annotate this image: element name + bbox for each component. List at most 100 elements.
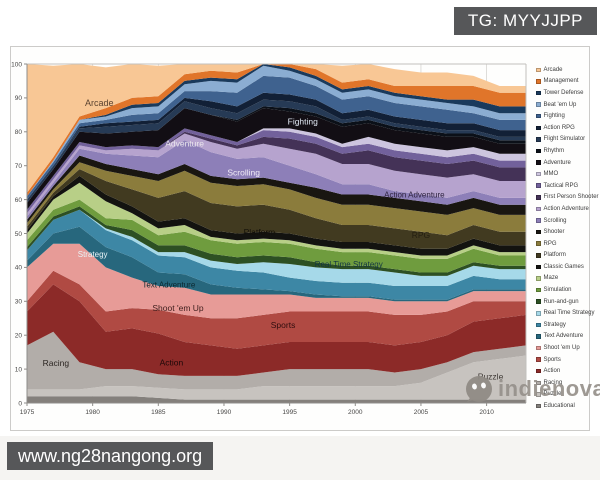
legend-swatch <box>536 195 541 200</box>
legend-swatch <box>536 125 541 131</box>
legend-item-puzzle: Puzzle <box>536 389 594 401</box>
legend-item-shooter: Shooter <box>536 226 594 238</box>
area-label-adventure: Adventure <box>165 139 204 149</box>
area-label-puzzle: Puzzle <box>478 372 504 382</box>
legend-swatch <box>536 90 541 96</box>
legend-item-action-adventure: Action Adventure <box>536 203 594 215</box>
area-action-rpg <box>27 92 526 200</box>
legend-label: Strategy <box>543 321 566 328</box>
legend-label: Puzzle <box>543 391 562 398</box>
legend-swatch <box>536 276 541 281</box>
legend-label: MMO <box>543 171 559 178</box>
area-label-real-time-strategy: Real Time Strategy <box>315 260 383 269</box>
top-right-banner: TG: MYYJJPP <box>453 7 597 35</box>
legend-swatch <box>536 241 541 246</box>
area-classic-games <box>27 175 526 256</box>
legend-swatch <box>536 102 541 107</box>
legend-swatch <box>536 287 541 293</box>
legend-swatch <box>536 229 541 235</box>
legend-item-management: Management <box>536 76 594 88</box>
y-tick-label: 70 <box>15 163 23 170</box>
x-tick-label: 1980 <box>85 409 100 416</box>
legend-item-tactical-rpg: Tactical RPG <box>536 180 594 192</box>
legend-item-sports: Sports <box>536 354 594 366</box>
legend-swatch <box>536 160 541 165</box>
legend-swatch <box>536 183 541 188</box>
legend-label: Management <box>543 78 579 85</box>
area-label-action: Action <box>160 357 184 367</box>
y-tick-label: 0 <box>18 400 22 407</box>
wechat-bubble-icon <box>466 376 492 402</box>
area-label-sports: Sports <box>271 320 296 330</box>
legend-label: Run-and-gun <box>543 298 579 305</box>
legend-label: Rhythm <box>543 147 565 154</box>
legend-label: Sports <box>543 356 561 363</box>
legend-item-strategy: Strategy <box>536 319 594 331</box>
y-tick-label: 20 <box>15 333 23 340</box>
legend-label: Arcade <box>543 66 563 73</box>
area-maze <box>27 182 526 259</box>
area-action-adventure <box>27 133 526 217</box>
legend-swatch <box>536 357 541 362</box>
legend-label: Text Adventure <box>543 333 584 340</box>
legend-swatch <box>536 299 541 304</box>
legend-label: Action RPG <box>543 124 575 131</box>
legend-item-racing: Racing <box>536 377 594 389</box>
area-label-text-adventure: Text Adventure <box>142 280 195 289</box>
legend-label: Adventure <box>543 159 571 166</box>
legend-item-shoot-em-up: Shoot 'em Up <box>536 342 594 354</box>
legend-item-classic-games: Classic Games <box>536 261 594 273</box>
watermark: indienova <box>464 374 600 404</box>
legend-swatch <box>536 322 541 328</box>
legend-item-fighting: Fighting <box>536 110 594 122</box>
y-tick-label: 30 <box>15 299 23 306</box>
x-tick-label: 1990 <box>217 409 232 416</box>
x-tick-label: 2005 <box>414 409 429 416</box>
legend-item-beat-em-up: Beat 'em Up <box>536 99 594 111</box>
legend-item-maze: Maze <box>536 273 594 285</box>
legend-label: Fighting <box>543 113 565 120</box>
y-tick-label: 90 <box>15 95 23 102</box>
area-label-platform: Platform <box>244 227 276 237</box>
legend-swatch <box>536 218 541 223</box>
legend-swatch <box>536 113 541 119</box>
legend-item-run-and-gun: Run-and-gun <box>536 296 594 308</box>
y-tick-label: 50 <box>15 231 23 238</box>
legend-item-real-time-strategy: Real Time Strategy <box>536 307 595 319</box>
area-label-scrolling: Scrolling <box>227 167 260 177</box>
area-adventure <box>27 108 526 210</box>
x-tick-label: 1975 <box>20 409 35 416</box>
area-tactical-rpg <box>27 128 526 214</box>
area-shoot-em-up <box>27 243 526 319</box>
legend-swatch <box>536 137 541 142</box>
area-real-time-strategy <box>27 209 526 286</box>
legend-item-first-person-shooter: First Person Shooter <box>536 192 599 204</box>
legend-label: First Person Shooter <box>543 194 599 201</box>
legend-swatch <box>536 148 541 154</box>
area-puzzle <box>27 355 526 400</box>
legend-label: Real Time Strategy <box>543 310 595 317</box>
y-tick-label: 100 <box>11 61 22 68</box>
legend-label: Maze <box>543 275 559 282</box>
legend-item-educational: Educational <box>536 400 594 412</box>
legend-swatch <box>536 79 541 84</box>
area-beat-em-up <box>27 65 526 197</box>
legend-item-tower-defense: Tower Defense <box>536 87 594 99</box>
x-tick-label: 1995 <box>282 409 297 416</box>
legend-item-rpg: RPG <box>536 238 594 250</box>
area-management <box>27 64 526 197</box>
bottom-left-banner-text: www.ng28nangong.org <box>18 445 203 466</box>
legend-label: Simulation <box>543 287 572 294</box>
area-label-rpg: RPG <box>412 230 430 240</box>
area-run-and-gun <box>27 206 526 276</box>
legend-item-flight-simulator: Flight Simulator <box>536 134 594 146</box>
legend-label: Platform <box>543 252 566 259</box>
area-platform <box>27 169 526 249</box>
y-tick-label: 40 <box>15 265 23 272</box>
y-tick-label: 10 <box>15 366 23 373</box>
legend-swatch <box>536 345 541 351</box>
area-action <box>27 284 526 376</box>
legend-swatch <box>536 392 541 397</box>
area-label-racing: Racing <box>43 358 70 368</box>
